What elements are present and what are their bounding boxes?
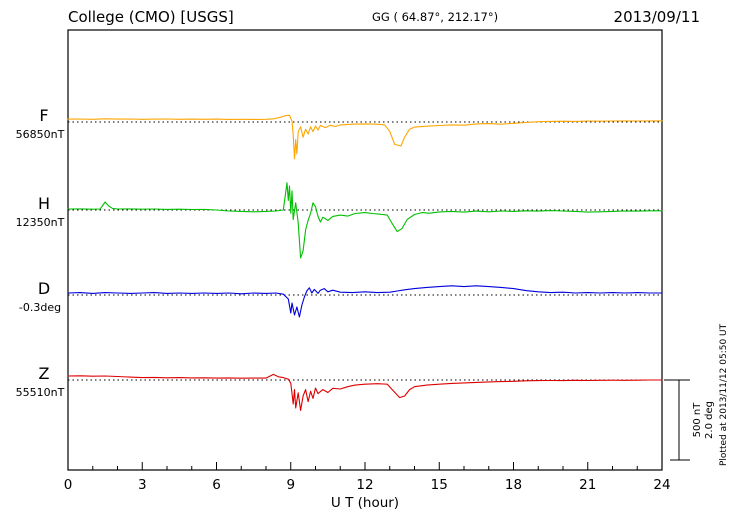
x-tick-label: 3 bbox=[138, 477, 147, 493]
x-tick-label: 15 bbox=[431, 477, 448, 493]
x-tick-label: 0 bbox=[64, 477, 73, 493]
series-baseline-value-F: 56850nT bbox=[16, 128, 65, 141]
trace-lines bbox=[67, 114, 663, 411]
axis-ticks bbox=[67, 462, 663, 470]
trace-H bbox=[67, 182, 663, 259]
trace-F bbox=[67, 114, 663, 160]
geographic-coordinates: GG ( 64.87°, 212.17°) bbox=[372, 10, 498, 24]
series-baseline-value-H: 12350nT bbox=[16, 216, 65, 229]
x-tick-label: 18 bbox=[505, 477, 522, 493]
series-letter-H: H bbox=[38, 194, 50, 213]
plotted-at-caption: Plotted at 2013/11/12 05:50 UT bbox=[719, 323, 729, 466]
trace-D bbox=[67, 285, 663, 318]
scale-bracket: 500 nT 2.0 deg bbox=[664, 379, 715, 461]
x-tick-label: 12 bbox=[356, 477, 373, 493]
series-baseline-value-D: -0.3deg bbox=[19, 301, 61, 314]
baseline-lines bbox=[68, 121, 662, 381]
trace-Z bbox=[67, 373, 663, 411]
observatory-title: College (CMO) [USGS] bbox=[68, 8, 234, 26]
x-tick-label: 6 bbox=[212, 477, 221, 493]
series-baseline-value-Z: 55510nT bbox=[16, 386, 65, 399]
x-tick-label: 9 bbox=[286, 477, 295, 493]
scale-deg-label: 2.0 deg bbox=[704, 401, 715, 439]
x-tick-label: 24 bbox=[653, 477, 670, 493]
series-letter-D: D bbox=[38, 279, 50, 298]
x-axis-tick-labels: 0 3 6 9 12 15 18 21 24 bbox=[64, 477, 671, 493]
series-labels: F 56850nT H 12350nT D -0.3deg Z 55510nT bbox=[16, 106, 65, 399]
plot-date: 2013/09/11 bbox=[614, 8, 700, 26]
scale-nt-label: 500 nT bbox=[692, 402, 703, 438]
plot-frame bbox=[67, 29, 663, 471]
series-letter-Z: Z bbox=[39, 364, 50, 383]
x-tick-label: 21 bbox=[579, 477, 596, 493]
x-axis-title: U T (hour) bbox=[331, 495, 399, 511]
series-letter-F: F bbox=[39, 106, 48, 125]
